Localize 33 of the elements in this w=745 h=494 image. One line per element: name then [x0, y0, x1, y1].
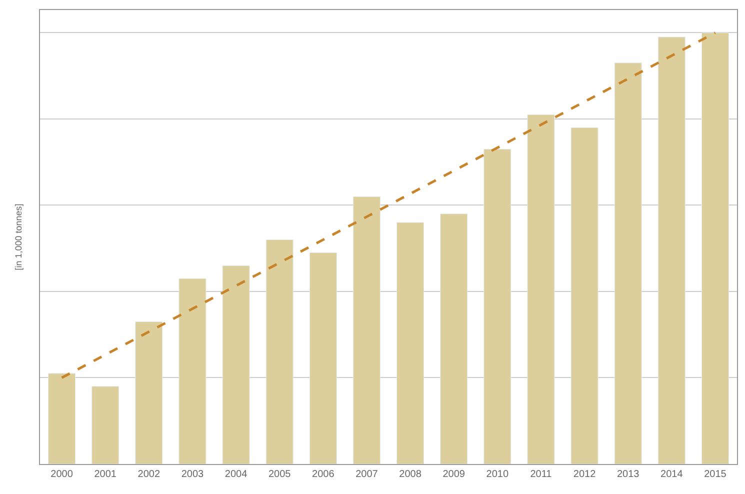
x-tick-label: 2003: [181, 469, 204, 480]
x-tick-label: 2004: [224, 469, 248, 480]
x-tick-label: 2006: [312, 469, 335, 480]
x-tick-label: 2008: [399, 469, 422, 480]
bar: [178, 278, 206, 464]
bar: [92, 386, 120, 464]
bar: [484, 148, 512, 464]
x-tick-label: 2011: [530, 469, 552, 480]
x-tick-label: 2014: [660, 469, 684, 480]
x-tick-label: 2010: [486, 469, 509, 480]
bar: [352, 196, 380, 464]
bar: [614, 62, 642, 464]
bar: [266, 239, 294, 464]
x-tick-label: 2001: [94, 469, 117, 480]
bar: [48, 373, 76, 464]
bar: [658, 36, 686, 464]
x-tick-label: 2012: [573, 469, 596, 480]
x-tick-label: 2009: [442, 469, 466, 480]
x-tick-label: 2002: [138, 469, 160, 480]
y-axis-title: [in 1,000 tonnes]: [13, 204, 24, 270]
bar: [527, 114, 555, 464]
x-tick-label: 2013: [616, 469, 640, 480]
bar: [570, 127, 598, 464]
bar: [701, 32, 729, 464]
x-tick-label: 2007: [356, 469, 378, 480]
x-tick-label: 2015: [704, 469, 727, 480]
x-tick-label: 2000: [50, 469, 74, 480]
x-tick-label: 2005: [268, 469, 292, 480]
bar: [396, 222, 424, 464]
bar: [440, 214, 468, 464]
bar: [222, 265, 250, 464]
bar: [135, 321, 163, 464]
bar: [309, 252, 337, 464]
